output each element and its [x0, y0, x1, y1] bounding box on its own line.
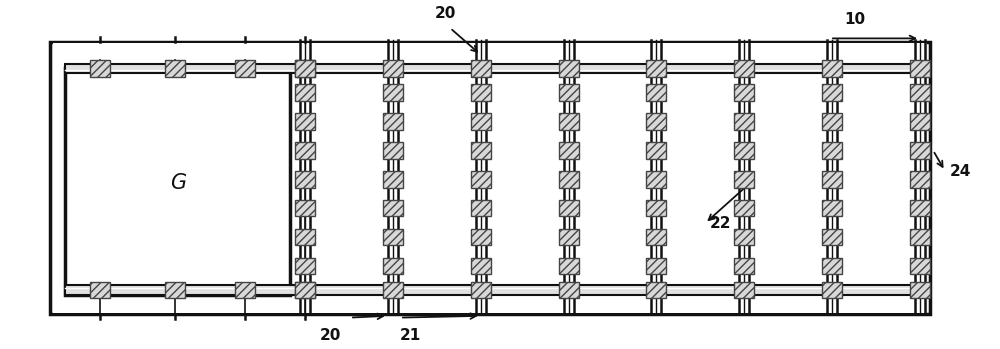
Bar	[646, 282, 666, 298]
Bar	[295, 282, 315, 298]
Bar	[295, 258, 315, 274]
Bar	[295, 113, 315, 130]
Bar	[295, 142, 315, 159]
Bar	[295, 200, 315, 216]
Text: 22: 22	[710, 216, 732, 231]
Bar	[646, 258, 666, 274]
Bar	[910, 200, 930, 216]
Bar	[734, 171, 754, 188]
Bar	[559, 142, 579, 159]
Text: 20: 20	[319, 328, 341, 342]
Text: 24: 24	[950, 164, 971, 178]
Bar	[50, 42, 930, 314]
Bar	[53, 43, 927, 313]
Bar	[646, 60, 666, 77]
Bar	[471, 171, 491, 188]
Bar	[65, 68, 290, 295]
Bar	[910, 282, 930, 298]
Bar	[822, 84, 842, 101]
Bar	[910, 258, 930, 274]
Bar	[822, 171, 842, 188]
Bar	[295, 84, 315, 101]
Bar	[383, 113, 403, 130]
Bar	[910, 229, 930, 245]
Bar	[734, 282, 754, 298]
Bar	[383, 60, 403, 77]
Bar	[646, 229, 666, 245]
Bar	[90, 282, 110, 298]
Bar	[165, 282, 185, 298]
Bar	[559, 229, 579, 245]
Bar	[734, 229, 754, 245]
Bar	[383, 258, 403, 274]
Bar	[734, 84, 754, 101]
Bar	[910, 60, 930, 77]
Bar	[646, 113, 666, 130]
Bar	[471, 142, 491, 159]
Bar	[471, 282, 491, 298]
Text: G: G	[170, 173, 186, 193]
Bar	[822, 229, 842, 245]
Bar	[383, 229, 403, 245]
Bar	[559, 60, 579, 77]
Text: 10: 10	[844, 12, 866, 27]
Bar	[734, 258, 754, 274]
Bar	[734, 113, 754, 130]
Bar	[295, 282, 315, 298]
Bar	[295, 60, 315, 77]
Bar	[471, 84, 491, 101]
Bar	[822, 282, 842, 298]
Text: 21: 21	[399, 328, 421, 342]
Bar	[65, 64, 928, 73]
Bar	[383, 171, 403, 188]
Bar	[910, 113, 930, 130]
Bar	[471, 113, 491, 130]
Bar	[383, 142, 403, 159]
Bar	[235, 60, 255, 77]
Bar	[910, 84, 930, 101]
Bar	[910, 171, 930, 188]
Bar	[65, 285, 928, 295]
Bar	[646, 142, 666, 159]
Bar	[383, 200, 403, 216]
Bar	[910, 142, 930, 159]
Bar	[559, 282, 579, 298]
Bar	[822, 142, 842, 159]
Bar	[235, 282, 255, 298]
Bar	[822, 258, 842, 274]
Bar	[471, 200, 491, 216]
Bar	[471, 229, 491, 245]
Bar	[646, 200, 666, 216]
Bar	[734, 200, 754, 216]
Bar	[295, 229, 315, 245]
Bar	[471, 258, 491, 274]
Bar	[383, 282, 403, 298]
Bar	[383, 84, 403, 101]
Bar	[559, 113, 579, 130]
Bar	[471, 60, 491, 77]
Bar	[646, 84, 666, 101]
Bar	[734, 60, 754, 77]
Bar	[822, 113, 842, 130]
Text: 20: 20	[434, 7, 456, 21]
Bar	[559, 84, 579, 101]
Bar	[165, 60, 185, 77]
Bar	[90, 60, 110, 77]
Bar	[295, 171, 315, 188]
Bar	[559, 171, 579, 188]
Bar	[295, 60, 315, 77]
Bar	[822, 200, 842, 216]
Bar	[734, 142, 754, 159]
Bar	[559, 200, 579, 216]
Bar	[646, 171, 666, 188]
Bar	[822, 60, 842, 77]
Bar	[559, 258, 579, 274]
